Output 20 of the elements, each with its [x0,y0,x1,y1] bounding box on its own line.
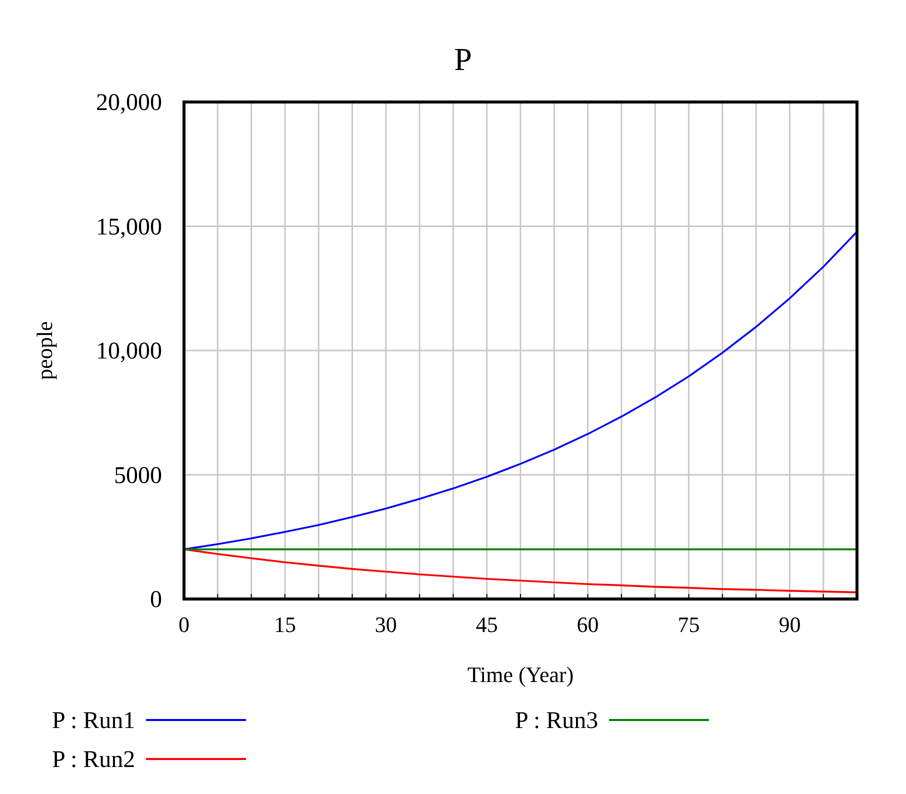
x-tick-label: 0 [178,612,190,637]
line-series [183,548,858,594]
legend-label: P : Run2 [52,747,136,773]
x-axis-title: Time (Year) [467,662,574,687]
y-axis-title: people [32,321,57,380]
x-tick-label: 45 [476,612,498,637]
chart-title: P [454,41,472,77]
x-tick-label: 30 [374,612,397,637]
x-tick-label: 75 [678,612,700,637]
line-series [183,230,858,550]
y-tick-label: 15,000 [96,214,162,240]
x-tick-label: 90 [778,612,801,637]
y-tick-label: 0 [150,587,162,613]
legend-label: P : Run3 [515,708,598,734]
y-tick-label: 10,000 [96,338,162,364]
x-tick-label: 60 [576,612,599,637]
legend-label: P : Run1 [52,708,136,734]
x-tick-label: 15 [274,612,296,637]
y-tick-label: 20,000 [96,90,162,116]
y-tick-label: 5000 [114,462,162,489]
